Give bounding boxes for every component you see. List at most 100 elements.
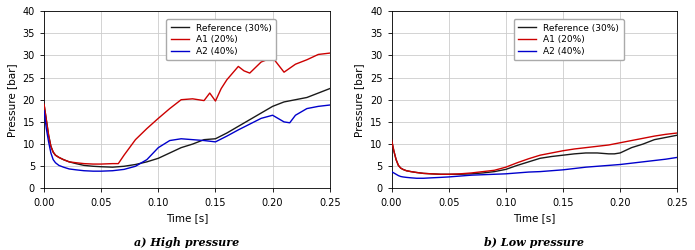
A1 (20%): [525, 157, 533, 160]
Reference (30%): [525, 160, 533, 163]
A1 (20%): [628, 139, 636, 142]
Reference (30%): [610, 152, 619, 155]
A2 (40%): [108, 169, 117, 172]
A1 (20%): [399, 168, 407, 171]
A2 (40%): [502, 172, 510, 175]
Y-axis label: Pressure [bar]: Pressure [bar]: [354, 63, 364, 136]
A1 (20%): [222, 78, 231, 81]
A2 (40%): [651, 159, 659, 162]
A2 (40%): [394, 174, 402, 177]
Reference (30%): [628, 146, 636, 149]
Reference (30%): [570, 152, 578, 155]
Legend: Reference (30%), A1 (20%), A2 (40%): Reference (30%), A1 (20%), A2 (40%): [514, 19, 623, 60]
A2 (40%): [525, 170, 533, 173]
Reference (30%): [605, 152, 613, 155]
Reference (30%): [419, 172, 427, 175]
A2 (40%): [291, 114, 300, 117]
Line: Reference (30%): Reference (30%): [44, 88, 329, 167]
A2 (40%): [445, 176, 453, 178]
A1 (20%): [188, 97, 197, 100]
Reference (30%): [479, 172, 487, 174]
A1 (20%): [131, 138, 140, 141]
Reference (30%): [89, 165, 97, 168]
Line: A1 (20%): A1 (20%): [44, 53, 329, 164]
A1 (20%): [436, 173, 445, 176]
A1 (20%): [582, 146, 590, 149]
A2 (40%): [413, 177, 421, 180]
A1 (20%): [89, 162, 97, 166]
A2 (40%): [639, 160, 647, 163]
Legend: Reference (30%), A1 (20%), A2 (40%): Reference (30%), A1 (20%), A2 (40%): [166, 19, 276, 60]
Reference (30%): [673, 134, 681, 137]
A1 (20%): [268, 56, 277, 59]
Reference (30%): [142, 160, 151, 163]
Reference (30%): [120, 165, 128, 168]
Reference (30%): [177, 146, 186, 149]
A2 (40%): [436, 176, 445, 179]
A1 (20%): [548, 152, 556, 154]
A1 (20%): [234, 65, 243, 68]
A1 (20%): [427, 172, 436, 175]
A2 (40%): [286, 121, 294, 124]
Reference (30%): [188, 142, 197, 146]
Reference (30%): [445, 173, 453, 176]
A1 (20%): [559, 149, 567, 152]
A2 (40%): [55, 164, 63, 167]
Reference (30%): [234, 125, 243, 128]
Line: A2 (40%): A2 (40%): [391, 158, 677, 178]
Reference (30%): [593, 152, 601, 154]
A2 (40%): [177, 137, 186, 140]
Reference (30%): [427, 172, 436, 175]
Reference (30%): [108, 166, 117, 169]
A2 (40%): [222, 134, 231, 138]
A2 (40%): [131, 165, 140, 168]
A1 (20%): [536, 154, 544, 157]
Reference (30%): [51, 154, 60, 157]
A1 (20%): [200, 99, 208, 102]
A2 (40%): [303, 107, 311, 110]
Reference (30%): [662, 136, 670, 139]
A1 (20%): [303, 58, 311, 61]
A1 (20%): [47, 145, 55, 148]
A2 (40%): [559, 168, 567, 171]
A2 (40%): [467, 174, 475, 177]
Line: A1 (20%): A1 (20%): [391, 133, 677, 174]
A1 (20%): [513, 161, 521, 164]
Reference (30%): [392, 158, 400, 161]
Reference (30%): [49, 150, 58, 154]
Reference (30%): [59, 158, 67, 161]
A1 (20%): [397, 166, 405, 170]
A1 (20%): [314, 53, 322, 56]
A2 (40%): [673, 156, 681, 159]
A2 (40%): [593, 165, 601, 168]
Reference (30%): [42, 118, 51, 121]
Reference (30%): [268, 105, 277, 108]
A1 (20%): [593, 145, 601, 148]
A1 (20%): [662, 133, 670, 136]
A2 (40%): [72, 168, 80, 171]
A1 (20%): [55, 156, 63, 159]
Reference (30%): [154, 157, 163, 160]
Reference (30%): [200, 138, 208, 141]
A1 (20%): [177, 98, 186, 101]
A1 (20%): [217, 87, 225, 90]
Reference (30%): [325, 87, 334, 90]
A2 (40%): [97, 170, 106, 173]
Reference (30%): [165, 152, 174, 154]
A2 (40%): [120, 168, 128, 171]
A2 (40%): [47, 152, 55, 154]
A2 (40%): [65, 168, 74, 170]
A2 (40%): [49, 158, 58, 161]
A1 (20%): [639, 137, 647, 140]
A1 (20%): [651, 134, 659, 138]
A2 (40%): [616, 163, 624, 166]
A1 (20%): [245, 72, 254, 74]
A2 (40%): [59, 166, 67, 169]
A2 (40%): [513, 172, 521, 174]
Reference (30%): [548, 155, 556, 158]
A2 (40%): [427, 176, 436, 179]
Reference (30%): [490, 170, 498, 173]
A2 (40%): [536, 170, 544, 173]
A2 (40%): [390, 172, 398, 174]
A1 (20%): [211, 100, 220, 102]
